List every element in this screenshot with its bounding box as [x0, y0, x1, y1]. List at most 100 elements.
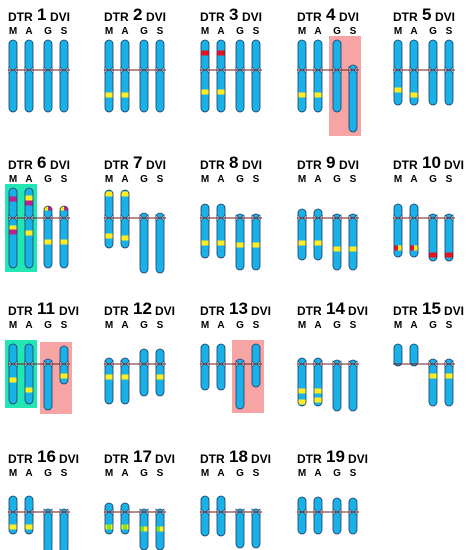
chromosome-outline [24, 187, 34, 269]
chromosome-outline [155, 39, 165, 113]
chromosome-m [297, 357, 307, 407]
label-dtr: DTR [297, 158, 322, 172]
chromosome-body [44, 509, 52, 550]
panel-10: DTR 10 DVI M A G S [393, 153, 464, 262]
chromosome-outline [139, 348, 149, 397]
panel-number: 17 [133, 447, 152, 466]
panel-number: 4 [326, 5, 336, 24]
chromosome-body [156, 40, 164, 112]
yellow-band [298, 240, 306, 246]
panel-number: 6 [37, 153, 46, 172]
chromosome-body [252, 509, 260, 548]
column-label-g: G [140, 468, 148, 479]
panel-number: 19 [326, 447, 345, 466]
column-label-m: M [9, 468, 17, 479]
label-dtr: DTR [8, 452, 33, 466]
column-label-a: A [314, 468, 321, 479]
chromosome-body [252, 40, 260, 112]
column-label-m: M [394, 320, 402, 331]
chromosome-body [333, 498, 341, 534]
panel-9: DTR 9 DVI M A G S [297, 153, 359, 271]
chromosome-body [445, 40, 453, 105]
column-label-s: S [157, 320, 164, 331]
panel-number: 2 [133, 5, 142, 24]
yellow-band [25, 387, 33, 393]
chromosome-a [120, 357, 130, 405]
chromosome-body [121, 40, 129, 112]
chromosome-outline [155, 348, 165, 397]
chromosome-m [200, 495, 210, 537]
chromosome-s [251, 343, 261, 388]
magenta-band [64, 206, 68, 211]
green-band [123, 524, 127, 530]
chromosome-body [394, 40, 402, 105]
chromosome-g [43, 39, 53, 113]
panel-number: 13 [229, 299, 248, 318]
chromosome-body [140, 349, 148, 396]
chromosome-m [297, 39, 307, 113]
chromosome-outline [297, 208, 307, 261]
chromosome-m [8, 343, 18, 405]
panel-16: DTR 16 DVI M A G S [8, 447, 79, 550]
chromosome-body [201, 496, 209, 536]
chromosome-body [333, 214, 341, 270]
yellow-band [105, 92, 113, 98]
panel-7: DTR 7 DVI M A G S [104, 153, 166, 274]
chromosome-s [251, 213, 261, 271]
label-dtr: DTR [8, 10, 33, 24]
label-dtr: DTR [200, 452, 225, 466]
chromosome-outline [43, 205, 53, 269]
chromosome-body [121, 190, 129, 248]
yellow-band [105, 233, 113, 239]
column-label-m: M [9, 174, 17, 185]
chromosome-body [236, 359, 244, 409]
column-label-g: G [44, 26, 52, 37]
chromosome-outline [43, 39, 53, 113]
panel-19: DTR 19 DVI M A G S [297, 447, 368, 535]
panel-1: DTR 1 DVI M A G S [8, 5, 70, 113]
column-label-a: A [25, 320, 32, 331]
column-label-g: G [333, 26, 341, 37]
chromosome-body [121, 358, 129, 404]
label-dvi: DVI [435, 10, 455, 24]
column-label-s: S [350, 174, 357, 185]
panel-14: DTR 14 DVI M A G S [297, 299, 368, 412]
chromosome-body [44, 359, 52, 410]
yellow-band [314, 388, 322, 394]
label-dvi: DVI [251, 452, 271, 466]
column-label-g: G [140, 320, 148, 331]
chromosome-outline [444, 213, 454, 262]
yellow-band [9, 225, 17, 231]
column-label-m: M [9, 320, 17, 331]
yellow-band [410, 92, 418, 98]
yellow-band [60, 373, 68, 379]
chromosome-body [9, 344, 17, 404]
chromosome-outline [120, 502, 130, 535]
column-label-m: M [105, 320, 113, 331]
label-dvi: DVI [59, 452, 79, 466]
yellow-band [298, 92, 306, 98]
chromosome-outline [348, 64, 358, 133]
chromosome-m [200, 203, 210, 259]
chromosome-outline [59, 39, 69, 113]
label-dtr: DTR [200, 10, 225, 24]
label-dtr: DTR [393, 158, 418, 172]
yellow-band [60, 239, 68, 245]
column-label-g: G [429, 174, 437, 185]
chromosome-m [8, 187, 18, 269]
chromosome-body [410, 40, 418, 105]
chromosome-m [104, 189, 114, 249]
panel-3: DTR 3 DVI M A G S [200, 5, 262, 113]
yellow-band [156, 374, 164, 380]
chromosome-g [139, 212, 149, 274]
chromosome-body [9, 40, 17, 112]
label-dtr: DTR [297, 452, 322, 466]
chromosome-body [236, 214, 244, 270]
chromosome-outline [200, 39, 210, 113]
chromosome-s [251, 39, 261, 113]
label-dvi: DVI [339, 158, 359, 172]
chromosome-outline [139, 508, 149, 550]
yellow-band [217, 89, 225, 95]
label-dtr: DTR [104, 158, 129, 172]
